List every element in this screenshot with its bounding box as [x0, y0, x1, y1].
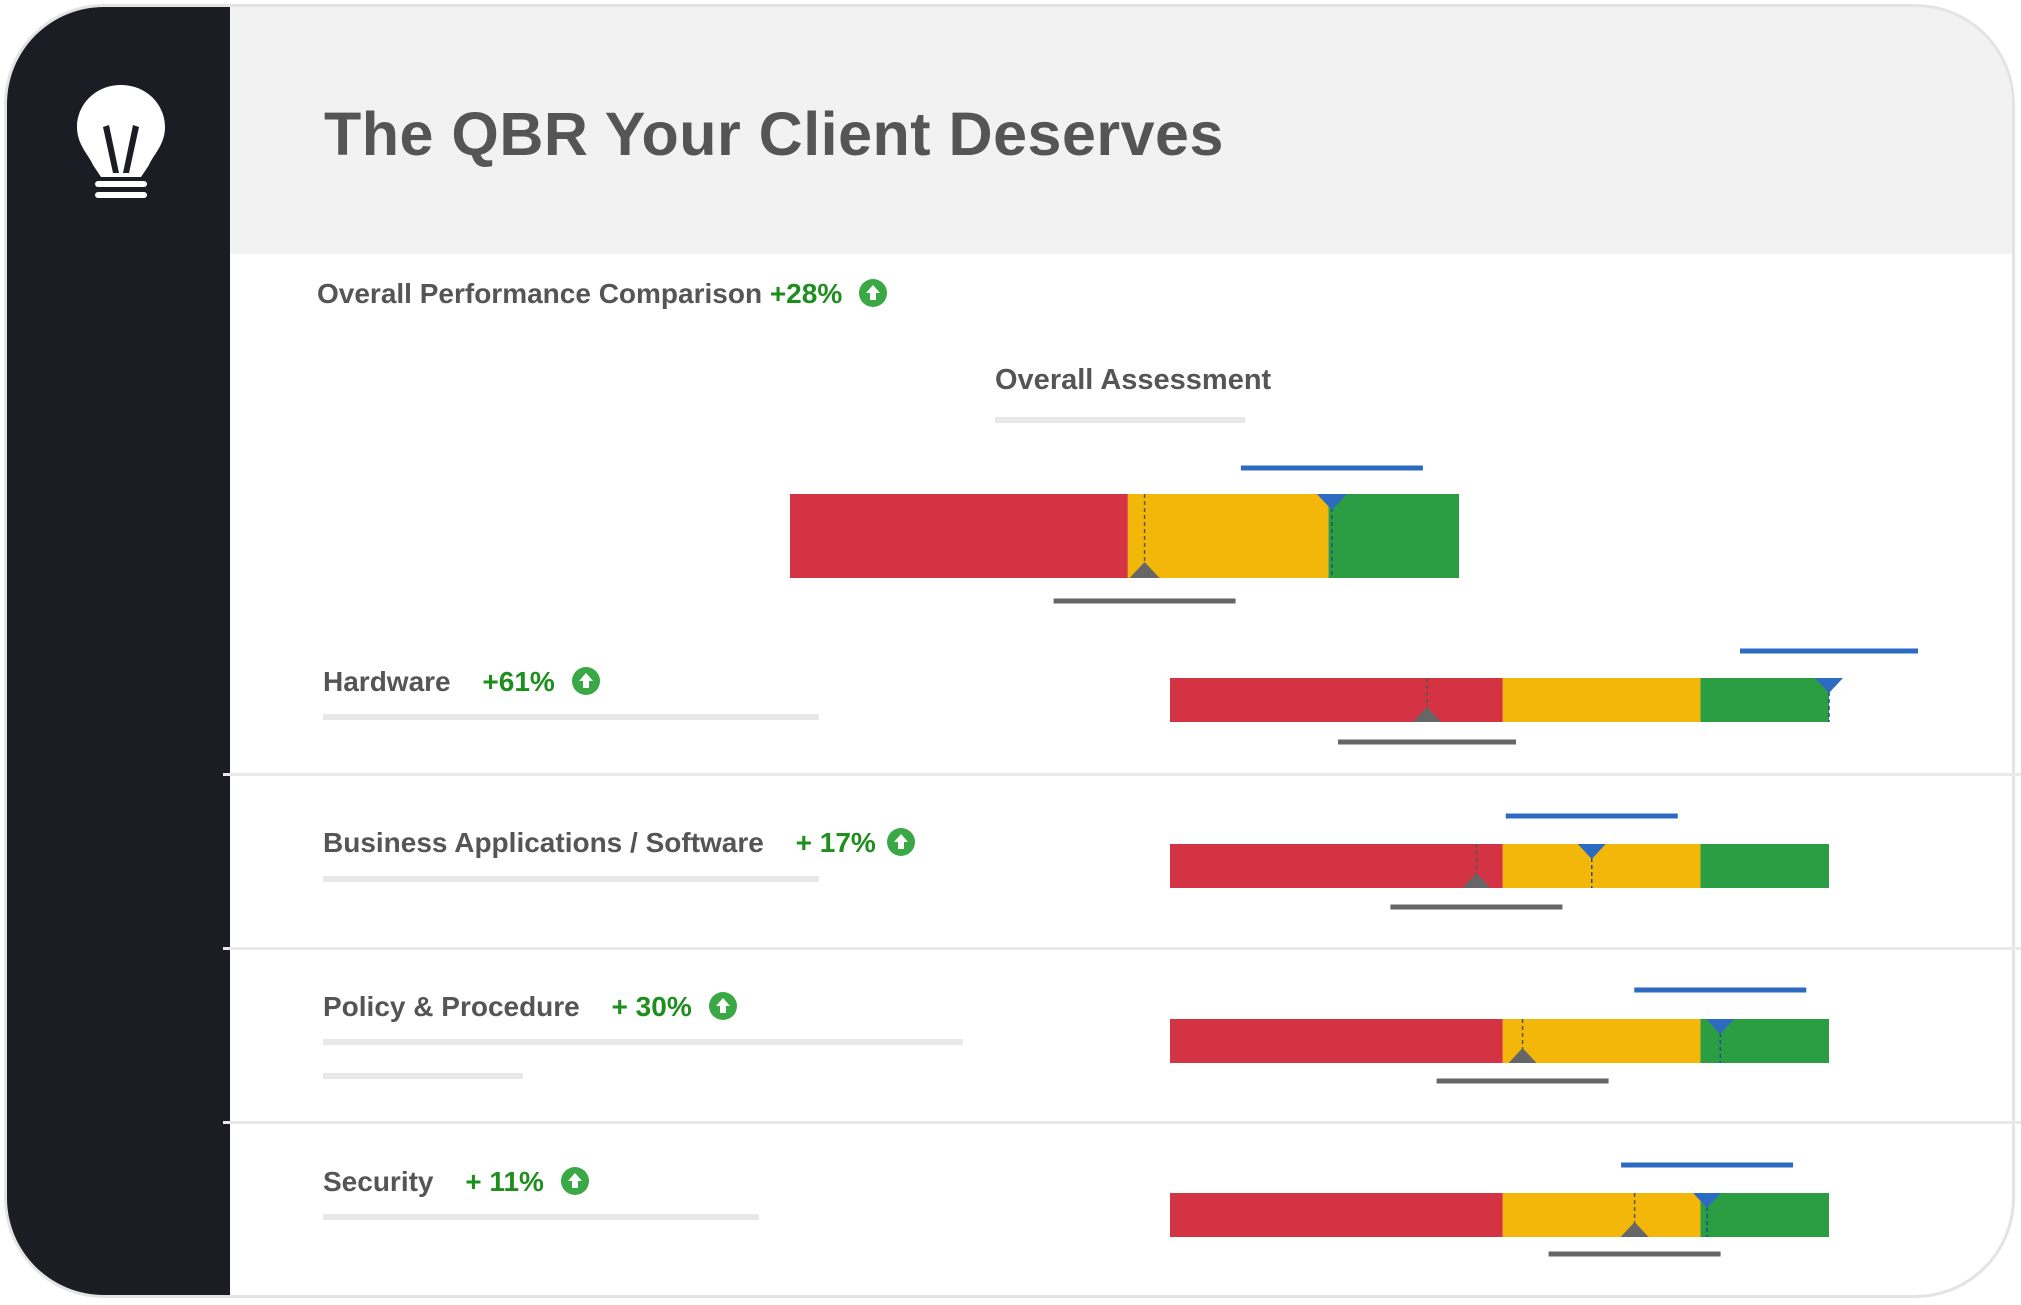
row-delta: + 11%: [465, 1166, 544, 1197]
row-separator: [223, 773, 2021, 776]
gauge-band-red: [1170, 1019, 1503, 1063]
row-delta: +61%: [482, 666, 555, 697]
previous-marker: [1129, 562, 1160, 578]
previous-marker: [1413, 707, 1442, 722]
gauge-band-red: [790, 494, 1128, 578]
page-title: The QBR Your Client Deserves: [324, 100, 1224, 168]
row-name: Hardware: [323, 666, 451, 697]
header: The QBR Your Client Deserves: [230, 7, 2012, 254]
current-marker: [1316, 494, 1347, 510]
section-delta: +28%: [769, 278, 843, 309]
arrow-up-circle-icon: [708, 991, 737, 1020]
gauge-band-red: [1170, 1193, 1503, 1237]
placeholder-line: [323, 1214, 759, 1220]
gauge-band-yellow: [1502, 678, 1701, 722]
gauge-band-green: [1700, 1193, 1829, 1237]
current-marker: [1815, 678, 1843, 693]
row-separator: [223, 1121, 2021, 1124]
row-name: Security: [323, 1166, 434, 1197]
placeholder-line: [323, 714, 819, 720]
overall-assessment-label: Overall Assessment: [995, 364, 1272, 396]
arrow-up-circle-icon: [886, 827, 915, 856]
previous-marker: [1508, 1048, 1537, 1063]
row-label-hardware: Hardware +61%: [323, 666, 601, 698]
section-heading: Overall Performance Comparison +28%: [317, 278, 888, 310]
gauge-band-yellow: [1502, 844, 1701, 888]
arrow-up-circle-icon: [571, 666, 600, 695]
gauge-band-green: [1328, 494, 1459, 578]
row-label-policy-procedure: Policy & Procedure + 30%: [323, 991, 738, 1023]
placeholder-line: [323, 1073, 523, 1079]
row-delta: + 30%: [611, 991, 692, 1022]
overall-assessment-underline: [995, 417, 1245, 423]
gauge-band-yellow: [1127, 494, 1329, 578]
row-separator: [223, 947, 2021, 950]
arrow-up-circle-icon: [859, 278, 888, 307]
previous-marker: [1462, 873, 1491, 888]
row-label-business-applications: Business Applications / Software + 17%: [323, 827, 916, 859]
gauge-band-yellow: [1502, 1019, 1701, 1063]
placeholder-line: [323, 1039, 963, 1045]
current-marker: [1577, 844, 1606, 859]
gauge-band-yellow: [1502, 1193, 1701, 1237]
placeholder-line: [323, 876, 819, 882]
current-marker: [1706, 1019, 1735, 1034]
gauge-band-red: [1170, 844, 1503, 888]
current-marker: [1693, 1193, 1722, 1208]
row-name: Business Applications / Software: [323, 827, 764, 858]
gauge-band-green: [1700, 678, 1829, 722]
sidebar: [7, 7, 230, 1295]
dashboard-card: The QBR Your Client Deserves: [4, 4, 2015, 1298]
arrow-up-circle-icon: [560, 1166, 589, 1195]
lightbulb-icon: [77, 85, 165, 198]
row-name: Policy & Procedure: [323, 991, 580, 1022]
gauge-band-green: [1700, 844, 1829, 888]
row-delta: + 17%: [795, 827, 876, 858]
row-label-security: Security + 11%: [323, 1166, 590, 1198]
section-heading-label: Overall Performance Comparison: [317, 278, 763, 309]
previous-marker: [1620, 1222, 1649, 1237]
gauge-band-red: [1170, 678, 1503, 722]
